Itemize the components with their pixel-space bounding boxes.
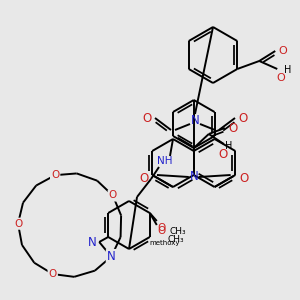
Text: CH₃: CH₃ xyxy=(169,227,186,236)
Text: O: O xyxy=(228,122,237,134)
Text: N: N xyxy=(88,236,97,248)
Text: O: O xyxy=(49,269,57,279)
Text: N: N xyxy=(107,250,116,263)
Text: methoxy: methoxy xyxy=(149,240,180,246)
Text: NH: NH xyxy=(157,156,173,166)
Text: O: O xyxy=(218,148,227,160)
Text: O: O xyxy=(51,170,59,180)
Text: O: O xyxy=(109,190,117,200)
Text: O: O xyxy=(139,172,148,184)
Text: O: O xyxy=(14,219,22,229)
Text: O: O xyxy=(279,46,288,56)
Text: O: O xyxy=(158,223,166,233)
Text: O: O xyxy=(142,112,152,124)
Text: O: O xyxy=(158,226,166,236)
Text: N: N xyxy=(189,169,198,182)
Text: CH₃: CH₃ xyxy=(167,235,184,244)
Text: H: H xyxy=(225,141,232,151)
Text: O: O xyxy=(238,112,247,124)
Text: O: O xyxy=(277,73,286,83)
Text: O: O xyxy=(239,172,248,184)
Text: H: H xyxy=(284,65,291,75)
Text: N: N xyxy=(190,113,200,127)
